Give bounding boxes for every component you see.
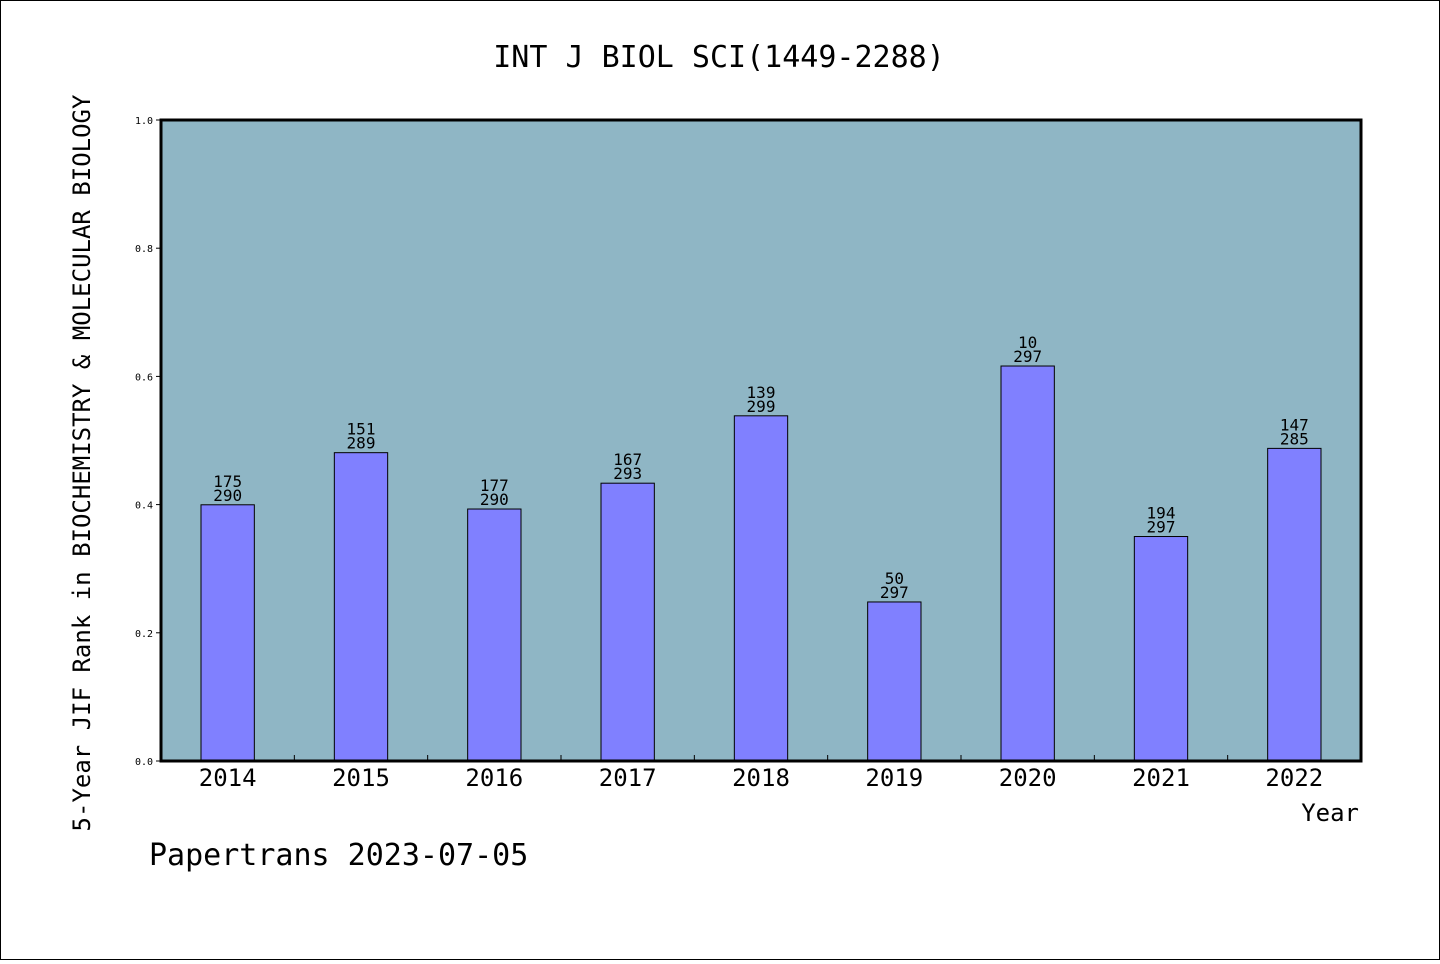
y-axis-label: 5-Year JIF Rank in BIOCHEMISTRY & MOLECU… [68, 94, 96, 831]
x-tick-label-2018: 2018 [732, 764, 790, 792]
x-tick-label-2019: 2019 [865, 764, 923, 792]
y-tick-label: 0.0 [135, 757, 153, 768]
bar-label-rank-2014: 175 [213, 472, 242, 491]
bar-label-rank-2015: 151 [347, 420, 376, 439]
x-tick-label-2020: 2020 [999, 764, 1057, 792]
bar-label-rank-2021: 194 [1147, 504, 1176, 523]
x-tick-label-2016: 2016 [465, 764, 523, 792]
bar-label-total-2022: 285 [1280, 429, 1309, 448]
bar-label-rank-2016: 177 [480, 476, 509, 495]
bar-2016 [467, 508, 522, 762]
bar-label-total-2014: 290 [213, 486, 242, 505]
x-tick-label-2014: 2014 [199, 764, 257, 792]
bar-label-total-2021: 297 [1147, 518, 1176, 537]
bar-2017 [600, 482, 655, 762]
bar-label-total-2018: 299 [747, 397, 776, 416]
bar-label-rank-2017: 167 [613, 450, 642, 469]
y-tick-label: 0.4 [135, 501, 153, 512]
bar-2018 [733, 415, 789, 762]
bar-label-rank-2018: 139 [747, 383, 776, 402]
y-tick-label: 0.2 [135, 629, 153, 640]
bar-2019 [867, 601, 922, 762]
bar-2015 [333, 452, 389, 762]
x-tick-label-2015: 2015 [332, 764, 390, 792]
bar-label-rank-2022: 147 [1280, 415, 1309, 434]
bar-label-rank-2020: 10 [1018, 333, 1037, 352]
bar-label-total-2019: 297 [880, 583, 909, 602]
x-tick-label-2021: 2021 [1132, 764, 1190, 792]
bar-label-total-2017: 293 [613, 464, 642, 483]
bar-label-rank-2019: 50 [885, 569, 904, 588]
y-tick-label: 1.0 [135, 116, 153, 127]
x-axis-label: Year [1301, 799, 1359, 827]
x-tick-label-2017: 2017 [599, 764, 657, 792]
bar-label-total-2016: 290 [480, 490, 509, 509]
bar-2020 [1000, 365, 1055, 762]
bar-2021 [1133, 536, 1189, 762]
y-tick-label: 0.6 [135, 372, 153, 383]
plot-border [159, 118, 1363, 763]
bar-label-total-2015: 289 [347, 434, 376, 453]
chart-title: INT J BIOL SCI(1449-2288) [493, 40, 945, 75]
watermark-text: Papertrans 2023-07-05 [149, 838, 528, 873]
bar-2022 [1267, 447, 1322, 762]
y-tick-label: 0.8 [135, 244, 153, 255]
bar-2014 [200, 504, 255, 762]
bar-label-total-2020: 297 [1013, 347, 1042, 366]
x-tick-label-2022: 2022 [1265, 764, 1323, 792]
